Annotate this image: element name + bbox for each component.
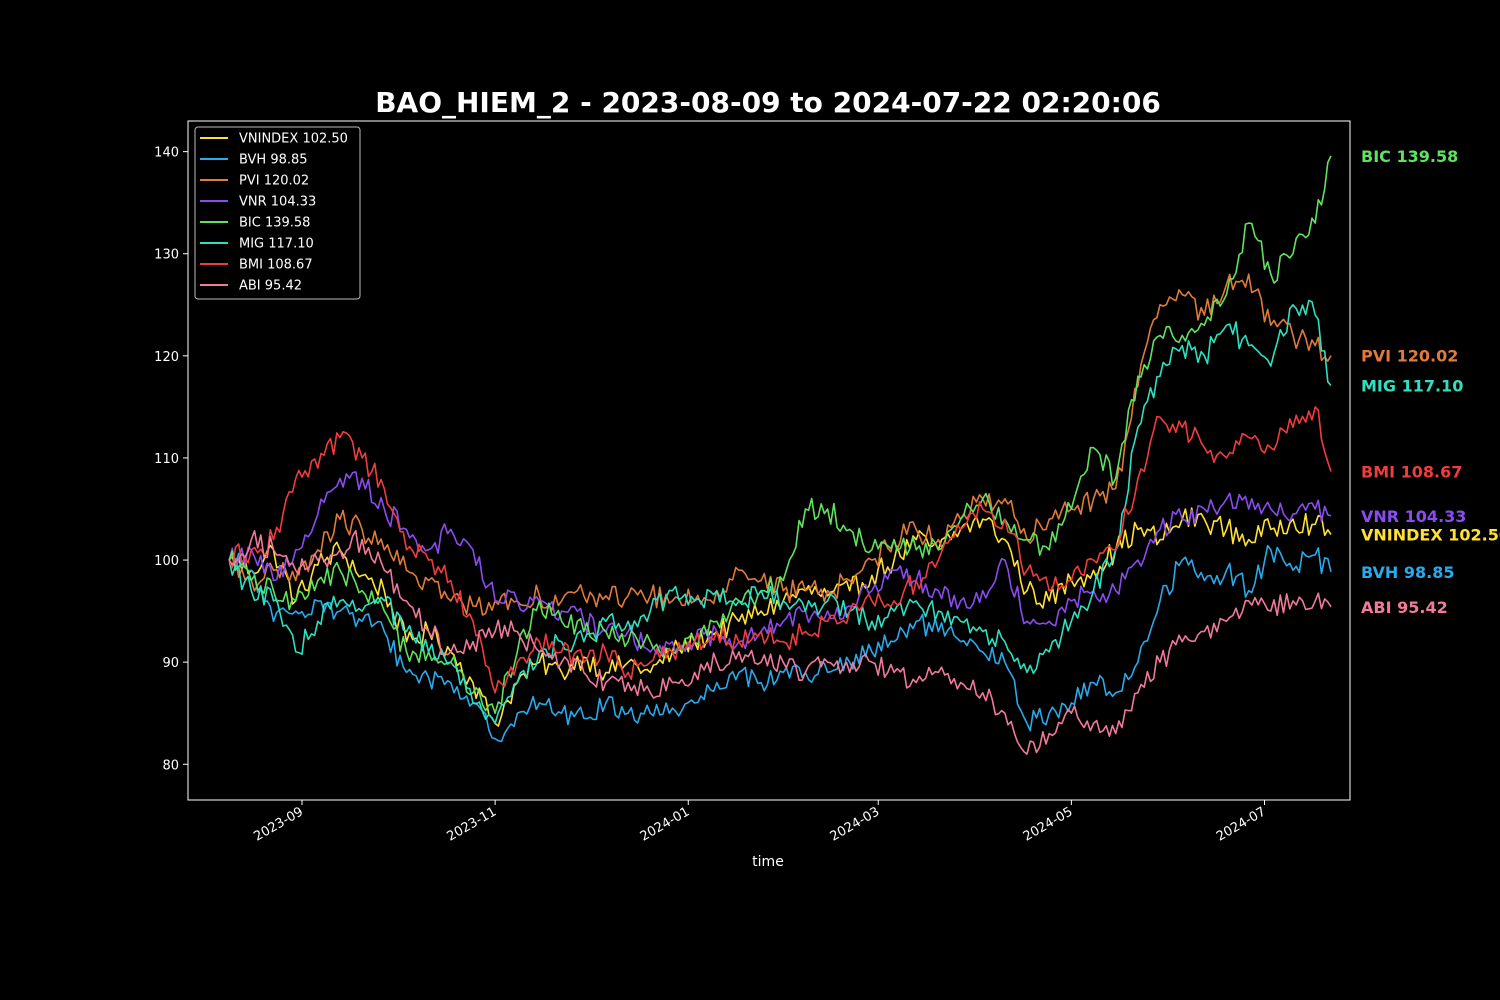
- series-line-abi: [228, 529, 1332, 755]
- series-line-bic: [228, 155, 1332, 714]
- end-label-bic: BIC 139.58: [1361, 147, 1458, 166]
- legend-label: VNR 104.33: [239, 195, 316, 210]
- series-line-bvh: [228, 544, 1332, 743]
- legend-entry-pvi: PVI 120.02: [200, 174, 309, 189]
- legend-label: PVI 120.02: [239, 174, 309, 189]
- end-label-vnindex: VNINDEX 102.50: [1361, 526, 1500, 545]
- legend-label: ABI 95.42: [239, 279, 302, 294]
- legend-label: BMI 108.67: [239, 258, 313, 273]
- legend-entry-vnr: VNR 104.33: [200, 195, 316, 210]
- y-tick-label: 120: [154, 350, 179, 365]
- series-lines: [228, 155, 1332, 755]
- legend-entry-bic: BIC 139.58: [200, 216, 310, 231]
- legend-entry-abi: ABI 95.42: [200, 279, 302, 294]
- end-label-pvi: PVI 120.02: [1361, 347, 1458, 366]
- plot-area-frame: [187, 120, 1351, 801]
- legend-entry-vnindex: VNINDEX 102.50: [200, 132, 348, 147]
- y-tick-label: 90: [162, 656, 179, 671]
- legend-label: BIC 139.58: [239, 216, 310, 231]
- legend-box: [194, 126, 361, 300]
- legend-entry-mig: MIG 117.10: [200, 237, 314, 252]
- series-line-vnr: [228, 471, 1332, 655]
- legend-label: VNINDEX 102.50: [239, 132, 348, 147]
- y-tick-label: 80: [162, 758, 179, 773]
- y-tick-label: 110: [154, 452, 179, 467]
- end-label-bmi: BMI 108.67: [1361, 463, 1462, 482]
- legend: VNINDEX 102.50 BVH 98.85 PVI 120.02 VNR 104…: [194, 126, 361, 300]
- legend-label: MIG 117.10: [239, 237, 314, 252]
- chart-title: BAO_HIEM_2 - 2023-08-09 to 2024-07-22 02…: [375, 86, 1161, 119]
- end-label-abi: ABI 95.42: [1361, 598, 1448, 617]
- series-line-bmi: [228, 406, 1332, 694]
- legend-entry-bmi: BMI 108.67: [200, 258, 313, 273]
- end-label-vnr: VNR 104.33: [1361, 507, 1466, 526]
- y-axis: 80 90 100 110 120 130 140: [154, 146, 188, 773]
- y-tick-label: 130: [154, 248, 179, 263]
- end-label-bvh: BVH 98.85: [1361, 563, 1455, 582]
- legend-label: BVH 98.85: [239, 153, 308, 168]
- legend-entry-bvh: BVH 98.85: [200, 153, 308, 168]
- y-tick-label: 100: [154, 554, 179, 569]
- series-line-mig: [228, 299, 1332, 725]
- end-label-mig: MIG 117.10: [1361, 376, 1463, 395]
- x-axis-label: time: [752, 854, 784, 870]
- end-labels: BIC 139.58 PVI 120.02 MIG 117.10 BMI 108.67…: [1361, 147, 1500, 617]
- y-tick-label: 140: [154, 146, 179, 161]
